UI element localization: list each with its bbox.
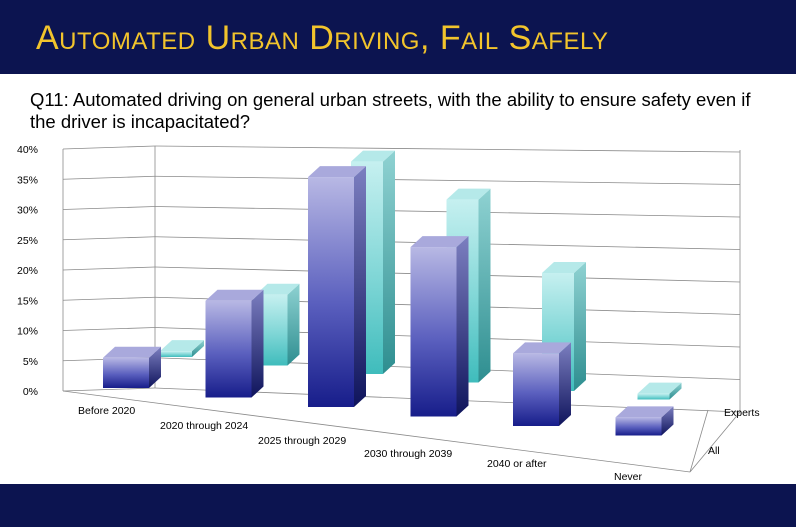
bar-experts-top [351, 150, 395, 162]
bar-experts-top [637, 382, 682, 394]
bar-all [410, 236, 469, 417]
bar-all-side [354, 166, 366, 407]
series-label-all: All [708, 445, 720, 457]
bar-all [205, 289, 264, 398]
bar-all [308, 166, 366, 407]
bar-experts-side [383, 150, 395, 374]
question-text: Q11: Automated driving on general urban … [30, 89, 751, 132]
bar-all-side [661, 406, 674, 436]
y-tick-label: 35% [17, 174, 38, 186]
bar-experts-front [637, 393, 670, 400]
wall-gridline [62, 236, 156, 241]
bar-experts-side [192, 340, 204, 357]
bar-all-front [103, 357, 149, 388]
title-banner: Automated Urban Driving, Fail Safely [0, 0, 796, 74]
y-axis-ticks: 0% 5% 10% 15% 20% 25% 30% 35% 40% [17, 144, 38, 398]
bar-all-front [205, 300, 252, 398]
bar-experts-side [478, 188, 491, 383]
y-tick-label: 15% [17, 295, 38, 307]
bar-experts-side [287, 283, 300, 366]
bar-all-side [559, 342, 571, 426]
wall-gridline [62, 266, 156, 271]
x-tick-label: 2040 or after [487, 458, 547, 470]
all-series [103, 166, 674, 436]
floor-right-edge [689, 411, 741, 473]
y-tick-label: 30% [17, 205, 38, 217]
bar-all-top [513, 342, 571, 354]
wall-gridline [62, 145, 156, 150]
bar-experts [160, 340, 204, 357]
wall-gridline [62, 175, 156, 180]
bar-experts-top [542, 262, 586, 273]
bar-all-front [513, 353, 559, 426]
depth-axis [689, 409, 709, 473]
series-labels: Experts All [689, 407, 760, 473]
y-tick-label: 10% [17, 326, 38, 338]
gridline [154, 145, 741, 153]
bar-experts [637, 382, 682, 400]
gridline [154, 175, 741, 185]
bar-all-top [308, 166, 366, 178]
y-tick-label: 5% [23, 356, 38, 368]
y-tick-label: 40% [17, 144, 38, 156]
category-labels: Before 2020 2020 through 2024 2025 through… [78, 405, 643, 483]
bar-experts-top [446, 188, 491, 200]
bar-all-side [251, 289, 264, 398]
series-label-experts: Experts [724, 407, 760, 419]
wall-gridline [62, 327, 156, 331]
bar-all-top [103, 346, 161, 358]
wall-gridline [62, 296, 156, 301]
wall-gridline [62, 387, 156, 392]
floor-front-edge [62, 390, 691, 473]
y-tick-label: 20% [17, 265, 38, 277]
bar-experts-top [160, 340, 204, 352]
x-tick-label: 2025 through 2029 [258, 435, 346, 447]
footer-banner [0, 484, 796, 527]
x-tick-label: 2020 through 2024 [160, 420, 248, 432]
bar-all-side [149, 346, 161, 388]
bar-all-top [615, 406, 674, 418]
bar-all [513, 342, 571, 426]
bar-experts-front [160, 351, 192, 357]
bar-all [103, 346, 161, 388]
bar-all-top [205, 289, 264, 301]
bar-all-top [410, 236, 469, 248]
y-tick-label: 25% [17, 235, 38, 247]
bar-all-front [615, 417, 662, 436]
x-tick-label: Never [614, 471, 643, 483]
slide-title: Automated Urban Driving, Fail Safely [36, 19, 609, 57]
bar-all-side [456, 236, 469, 417]
bar-chart-3d: 0% 5% 10% 15% 20% 25% 30% 35% 40% Before 2020 202… [17, 144, 760, 483]
bar-all-front [308, 177, 354, 407]
bar-experts-side [669, 382, 682, 400]
bar-experts-side [574, 262, 586, 391]
bar-all [615, 406, 674, 436]
y-tick-label: 0% [23, 386, 38, 398]
bar-all-front [410, 247, 457, 417]
bar-experts-top [255, 283, 300, 295]
wall-gridline [62, 206, 156, 210]
x-tick-label: 2030 through 2039 [364, 448, 452, 460]
x-tick-label: Before 2020 [78, 405, 135, 417]
